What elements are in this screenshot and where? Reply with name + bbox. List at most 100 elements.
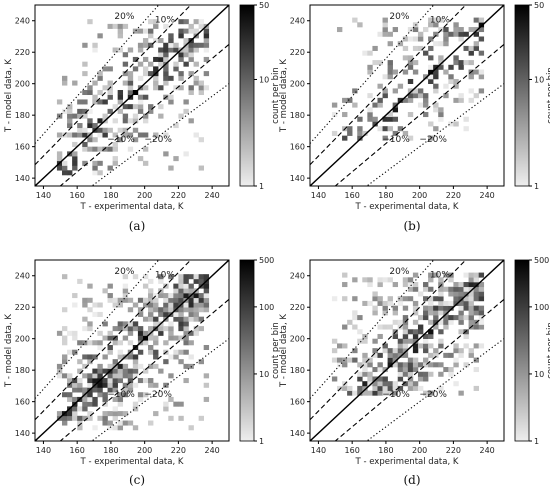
heatmap-bin bbox=[188, 425, 194, 431]
heatmap-bin bbox=[168, 99, 174, 105]
heatmap-bin bbox=[392, 116, 399, 122]
heatmap-bin bbox=[193, 311, 199, 317]
heatmap-bin bbox=[142, 66, 149, 72]
heatmap-bin bbox=[178, 274, 184, 280]
heatmap-bin bbox=[127, 104, 134, 110]
heatmap-bin bbox=[357, 130, 363, 136]
heatmap-bin bbox=[438, 112, 444, 118]
heatmap-bin bbox=[178, 293, 184, 299]
heatmap-bin bbox=[153, 56, 159, 62]
heatmap-bin bbox=[112, 297, 118, 303]
heatmap-bin bbox=[448, 31, 454, 37]
heatmap-bin bbox=[148, 104, 154, 110]
heatmap-bin bbox=[453, 315, 459, 321]
heatmap-bin bbox=[347, 126, 353, 132]
heatmap-bin bbox=[168, 415, 174, 421]
heatmap-bin bbox=[433, 126, 439, 132]
heatmap-bin bbox=[433, 64, 439, 70]
heatmap-bin bbox=[377, 385, 383, 391]
heatmap-bin bbox=[448, 64, 454, 70]
colorbar bbox=[514, 4, 530, 187]
heatmap-bin bbox=[132, 118, 139, 124]
heatmap-bin bbox=[468, 45, 474, 51]
heatmap-bin bbox=[352, 390, 358, 396]
heatmap-bin bbox=[112, 160, 118, 166]
heatmap-bin bbox=[56, 132, 63, 138]
heatmap-bin bbox=[97, 132, 103, 138]
heatmap-bin bbox=[178, 283, 184, 289]
heatmap-bin bbox=[193, 42, 199, 48]
heatmap-bin bbox=[198, 278, 204, 284]
heatmap-bin bbox=[153, 321, 159, 327]
heatmap-bin bbox=[412, 60, 419, 66]
heatmap-bin bbox=[67, 373, 73, 379]
heatmap-bin bbox=[142, 316, 149, 322]
heatmap-bin bbox=[362, 362, 368, 368]
heatmap-bin bbox=[56, 411, 63, 417]
heatmap-bin bbox=[148, 28, 154, 34]
heatmap-bin bbox=[92, 302, 98, 308]
heatmap-bin bbox=[372, 102, 378, 108]
colorbar-tick-label: 1 bbox=[259, 437, 264, 446]
heatmap-bin bbox=[82, 316, 88, 322]
heatmap-bin bbox=[61, 326, 68, 332]
heatmap-bin bbox=[77, 340, 83, 346]
heatmap-bin bbox=[473, 41, 479, 47]
heatmap-bin bbox=[203, 288, 210, 294]
heatmap-bin bbox=[102, 415, 108, 421]
heatmap-bin bbox=[168, 165, 174, 171]
heatmap-bin bbox=[352, 324, 358, 330]
heatmap-bin bbox=[117, 94, 124, 100]
heatmap-bin bbox=[153, 38, 159, 44]
heatmap-bin bbox=[77, 359, 83, 365]
heatmap-bin bbox=[142, 56, 149, 62]
heatmap-bin bbox=[153, 411, 159, 417]
heatmap-bin bbox=[387, 300, 393, 306]
heatmap-bin bbox=[97, 392, 103, 398]
heatmap-bin bbox=[428, 310, 434, 316]
heatmap-bin bbox=[173, 156, 179, 162]
heatmap-bin bbox=[107, 335, 113, 341]
heatmap-bin bbox=[148, 71, 154, 77]
heatmap-bin bbox=[122, 326, 129, 332]
heatmap-bin bbox=[397, 385, 404, 391]
heatmap-bin bbox=[463, 116, 469, 122]
heatmap-bin bbox=[428, 329, 434, 335]
heatmap-bin bbox=[417, 385, 424, 391]
heatmap-bin bbox=[473, 343, 479, 349]
heatmap-bin bbox=[127, 326, 134, 332]
heatmap-bin bbox=[112, 425, 118, 431]
heatmap-bin bbox=[453, 97, 459, 103]
heatmap-bin bbox=[122, 411, 129, 417]
heatmap-bin bbox=[407, 88, 414, 94]
heatmap-bin bbox=[77, 123, 83, 129]
x-axis-label: T - experimental data, K bbox=[80, 202, 184, 212]
heatmap-bin bbox=[168, 297, 174, 303]
heatmap-bin bbox=[402, 97, 409, 103]
x-axis-label: T - experimental data, K bbox=[355, 202, 459, 212]
heatmap-bin bbox=[347, 97, 353, 103]
heatmap-bin bbox=[402, 367, 409, 373]
heatmap-bin bbox=[153, 382, 159, 388]
heatmap-bin bbox=[397, 352, 404, 358]
heatmap-bin bbox=[158, 56, 164, 62]
heatmap-bin bbox=[142, 297, 149, 303]
heatmap-bin bbox=[163, 52, 169, 58]
heatmap-bin bbox=[188, 28, 194, 34]
heatmap-bin bbox=[137, 363, 144, 369]
heatmap-bin bbox=[132, 406, 139, 412]
heatmap-bin bbox=[402, 381, 409, 387]
heatmap-bin bbox=[77, 415, 83, 421]
heatmap-bin bbox=[342, 357, 348, 363]
heatmap-bin bbox=[417, 31, 424, 37]
heatmap-bin bbox=[168, 47, 174, 53]
heatmap-bin bbox=[61, 335, 68, 341]
heatmap-bin bbox=[357, 116, 363, 122]
plot-frame bbox=[34, 4, 230, 187]
reference-line bbox=[334, 298, 504, 441]
heatmap-bin bbox=[193, 293, 199, 299]
heatmap-bin bbox=[463, 300, 469, 306]
heatmap-bin bbox=[158, 293, 164, 299]
heatmap-bin bbox=[107, 387, 113, 393]
heatmap-bin bbox=[122, 321, 129, 327]
